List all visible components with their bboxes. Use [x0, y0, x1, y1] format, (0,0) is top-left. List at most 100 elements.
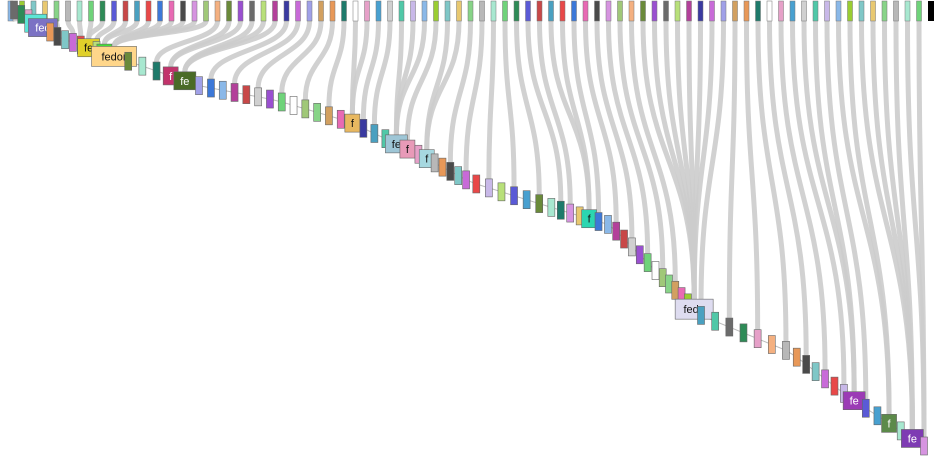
- chain-node[interactable]: [438, 157, 447, 177]
- leaf-node[interactable]: [801, 0, 807, 22]
- chain-node[interactable]: [497, 182, 506, 202]
- chain-node[interactable]: [753, 329, 762, 348]
- leaf-node[interactable]: [214, 0, 221, 22]
- chain-node[interactable]: [594, 212, 603, 231]
- chain-node[interactable]: [792, 347, 801, 367]
- chain-node[interactable]: [207, 78, 215, 98]
- leaf-node[interactable]: [99, 0, 106, 22]
- leaf-node[interactable]: [191, 0, 198, 22]
- leaf-node[interactable]: [364, 0, 370, 22]
- leaf-node[interactable]: [594, 0, 600, 22]
- leaf-node[interactable]: [237, 0, 244, 22]
- labeled-node[interactable]: f: [399, 139, 416, 159]
- chain-node[interactable]: [802, 355, 810, 374]
- leaf-node[interactable]: [824, 0, 830, 22]
- leaf-node[interactable]: [111, 0, 117, 22]
- chain-node[interactable]: [635, 245, 644, 265]
- chain-node[interactable]: [522, 190, 531, 209]
- leaf-node[interactable]: [674, 0, 681, 22]
- leaf-node[interactable]: [720, 0, 727, 22]
- leaf-node[interactable]: [847, 0, 853, 22]
- leaf-node[interactable]: [272, 0, 278, 22]
- chain-node[interactable]: [547, 198, 556, 217]
- chain-node[interactable]: [61, 30, 69, 50]
- leaf-node[interactable]: [559, 0, 566, 22]
- chain-node[interactable]: [430, 153, 439, 173]
- leaf-node[interactable]: [180, 0, 186, 22]
- leaf-node[interactable]: [249, 0, 255, 22]
- chain-node[interactable]: [739, 323, 748, 343]
- chain-node[interactable]: [658, 268, 667, 287]
- leaf-node[interactable]: [387, 0, 393, 22]
- chain-node[interactable]: [821, 369, 829, 389]
- leaf-node[interactable]: [582, 0, 589, 22]
- leaf-node[interactable]: [145, 0, 152, 22]
- chain-node[interactable]: [336, 109, 345, 129]
- leaf-node[interactable]: [870, 0, 876, 22]
- leaf-node[interactable]: [881, 0, 888, 22]
- chain-node[interactable]: [612, 221, 620, 241]
- chain-node[interactable]: [725, 317, 734, 337]
- leaf-node[interactable]: [858, 0, 865, 22]
- leaf-node[interactable]: [157, 0, 163, 22]
- leaf-node[interactable]: [548, 0, 554, 22]
- leaf-node[interactable]: [421, 0, 428, 22]
- leaf-node[interactable]: [755, 0, 761, 22]
- chain-node[interactable]: [628, 237, 636, 257]
- leaf-node[interactable]: [651, 0, 658, 22]
- chain-node[interactable]: [17, 5, 26, 24]
- chain-node[interactable]: [370, 124, 379, 143]
- chain-node[interactable]: [289, 96, 298, 115]
- chain-node[interactable]: [218, 80, 227, 100]
- leaf-node[interactable]: [88, 0, 94, 22]
- leaf-node[interactable]: [893, 0, 899, 22]
- leaf-node[interactable]: [571, 0, 577, 22]
- leaf-node[interactable]: [65, 0, 71, 22]
- leaf-node[interactable]: [260, 0, 267, 22]
- leaf-node[interactable]: [835, 0, 842, 22]
- chain-node[interactable]: [454, 166, 463, 185]
- labeled-node[interactable]: fedo: [674, 298, 714, 320]
- chain-node[interactable]: [566, 203, 575, 223]
- leaf-node[interactable]: [617, 0, 623, 22]
- leaf-node[interactable]: [766, 0, 773, 22]
- chain-node[interactable]: [359, 119, 368, 138]
- chain-node[interactable]: [230, 83, 239, 102]
- labeled-node[interactable]: f: [881, 414, 897, 433]
- leaf-node[interactable]: [410, 0, 416, 22]
- leaf-node[interactable]: [928, 1, 934, 21]
- chain-node[interactable]: [620, 229, 628, 249]
- leaf-node[interactable]: [456, 0, 462, 22]
- leaf-node[interactable]: [375, 0, 382, 22]
- leaf-node[interactable]: [640, 0, 646, 22]
- chain-node[interactable]: [53, 27, 62, 46]
- leaf-node[interactable]: [53, 0, 60, 22]
- chain-node[interactable]: [446, 162, 455, 181]
- leaf-node[interactable]: [697, 0, 704, 22]
- chain-node[interactable]: [301, 99, 310, 119]
- leaf-node[interactable]: [743, 0, 750, 22]
- leaf-node[interactable]: [732, 0, 738, 22]
- leaf-node[interactable]: [398, 0, 405, 22]
- chain-node[interactable]: [873, 406, 882, 426]
- leaf-node[interactable]: [513, 0, 520, 22]
- leaf-node[interactable]: [226, 0, 232, 22]
- chain-node[interactable]: [604, 215, 612, 234]
- leaf-node[interactable]: [628, 0, 635, 22]
- leaf-node[interactable]: [352, 0, 359, 22]
- leaf-node[interactable]: [341, 0, 347, 22]
- chain-node[interactable]: [124, 51, 133, 71]
- leaf-node[interactable]: [605, 0, 612, 22]
- chain-node[interactable]: [782, 341, 790, 360]
- labeled-node[interactable]: f: [581, 209, 597, 229]
- leaf-node[interactable]: [502, 0, 508, 22]
- leaf-node[interactable]: [916, 0, 922, 22]
- leaf-node[interactable]: [444, 0, 451, 22]
- chain-node[interactable]: [643, 253, 652, 272]
- chain-node[interactable]: [920, 436, 928, 456]
- leaf-node[interactable]: [904, 0, 911, 22]
- chain-node[interactable]: [10, 0, 18, 20]
- leaf-node[interactable]: [778, 0, 784, 22]
- chain-node[interactable]: [152, 61, 161, 81]
- leaf-node[interactable]: [709, 0, 715, 22]
